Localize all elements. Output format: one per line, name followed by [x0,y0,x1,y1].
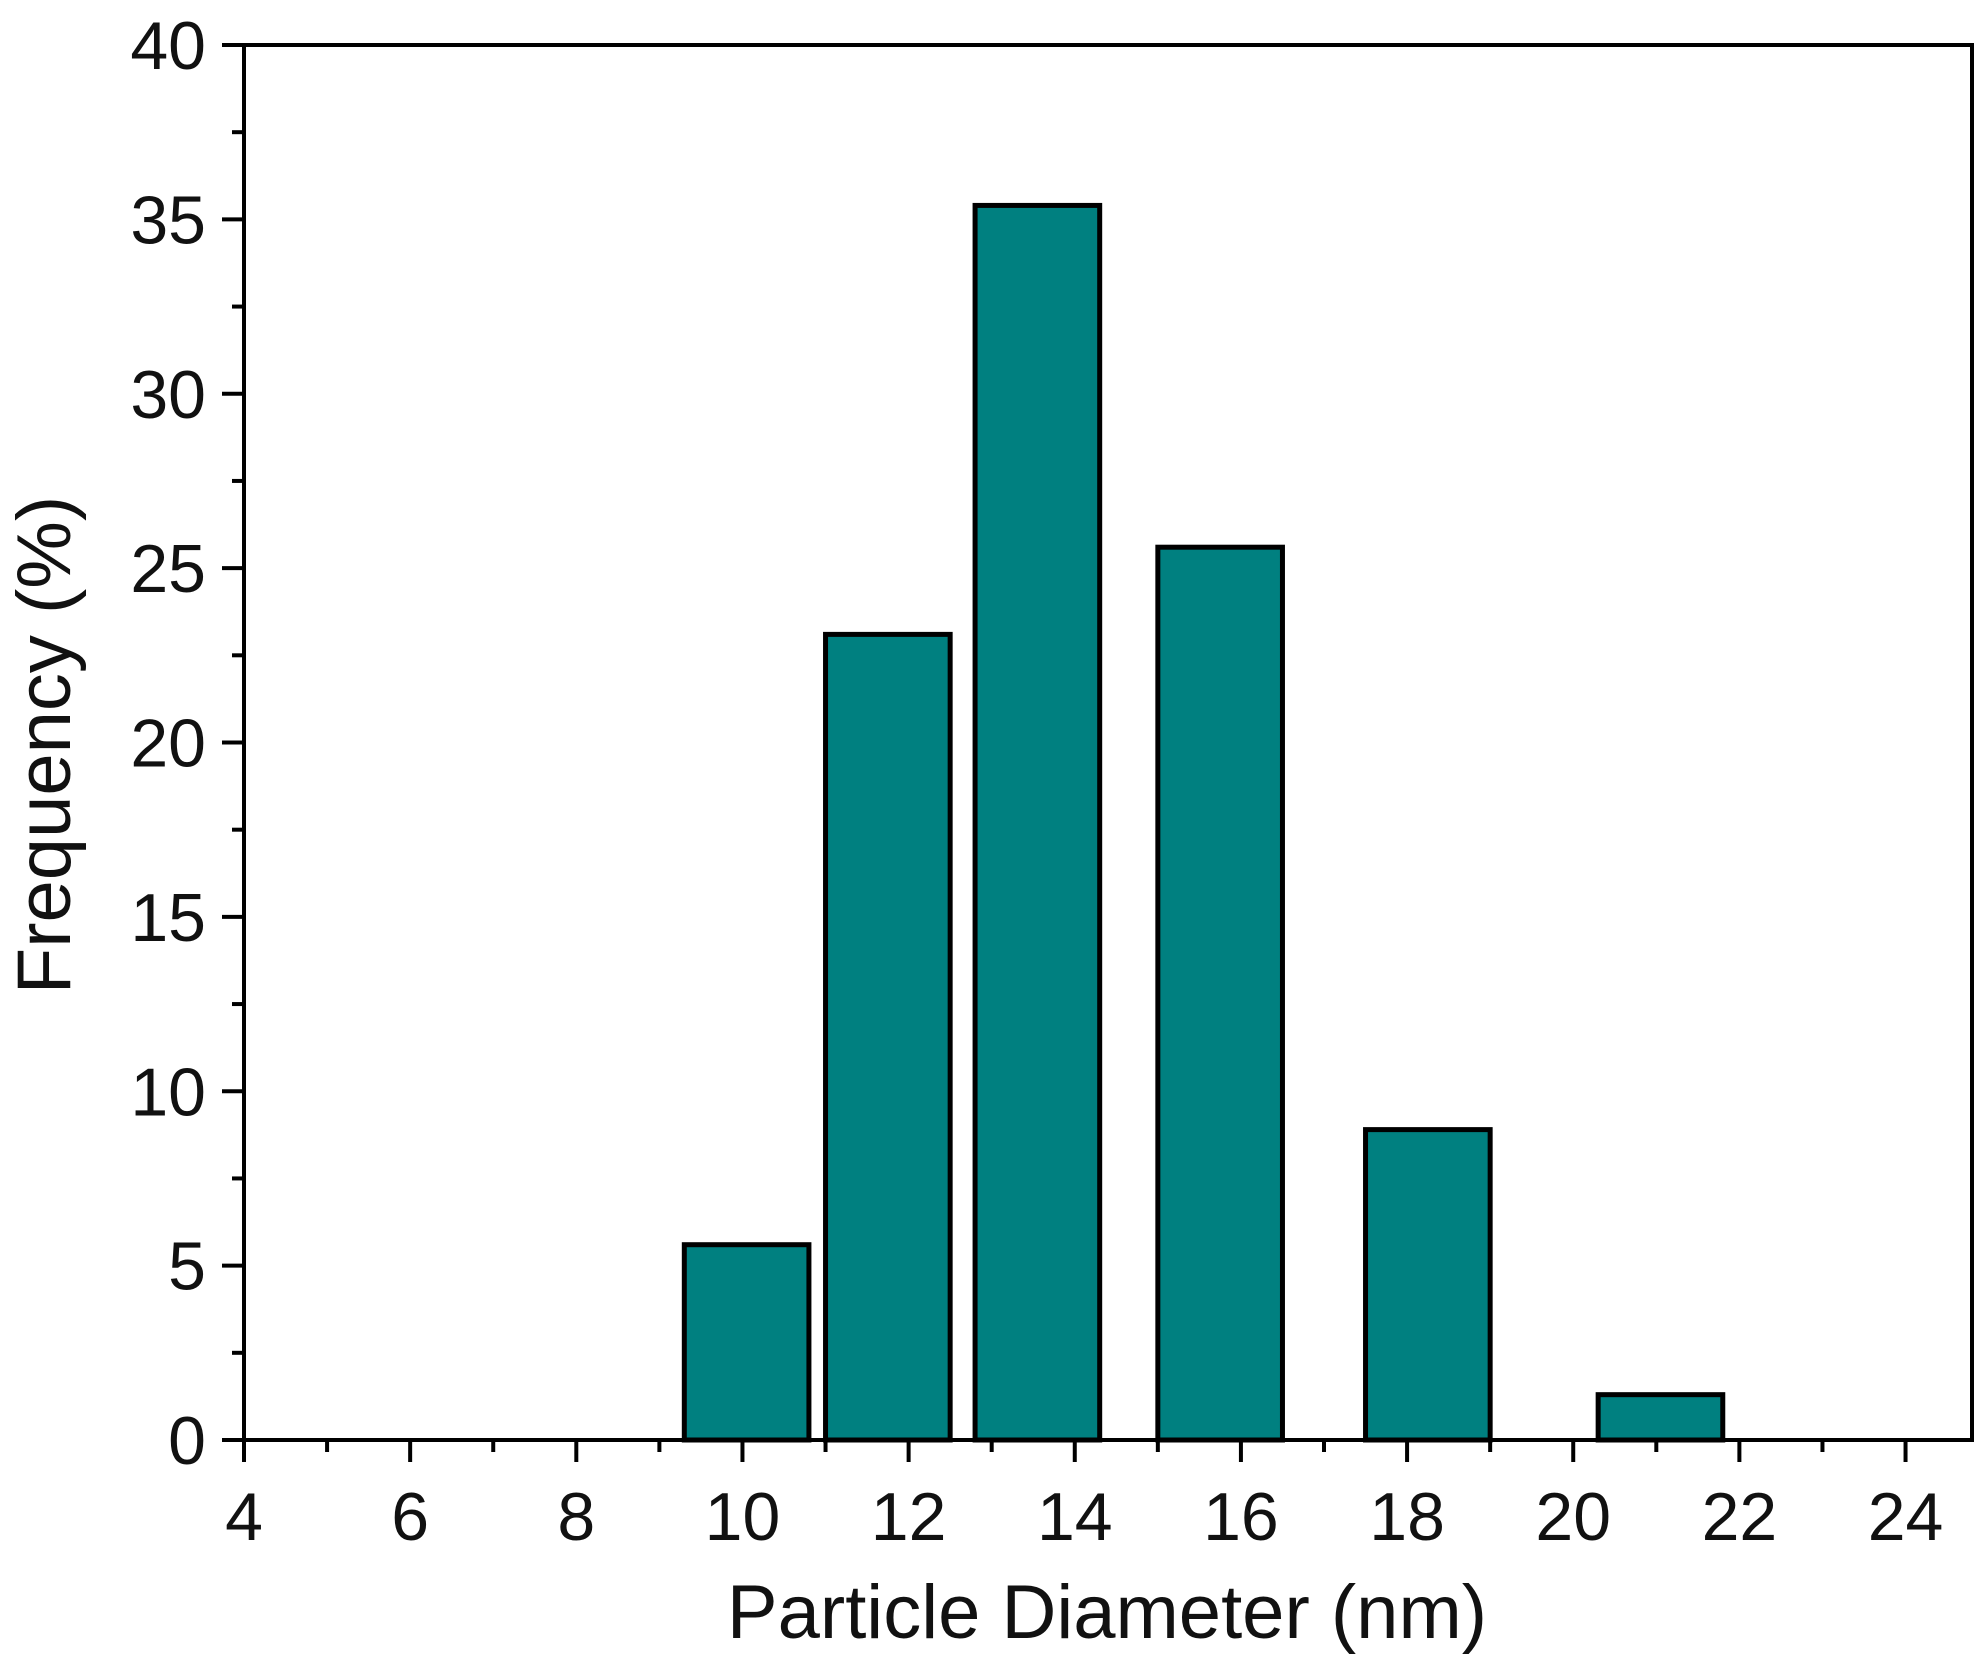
x-axis-label: Particle Diameter (nm) [727,1570,1487,1655]
y-tick-label: 35 [130,182,206,258]
x-axis: 4 6 8 10 12 14 16 18 20 22 24 [225,1440,1943,1555]
bar-0 [681,1242,812,1443]
plot-frame [242,43,1974,1442]
y-tick-label: 15 [130,880,206,956]
y-tick-label: 20 [130,706,206,782]
x-tick-label: 6 [391,1479,429,1555]
y-tick-label: 25 [130,531,206,607]
x-tick-label: 8 [557,1479,595,1555]
bar-4 [1363,1127,1493,1443]
bar-5 [1595,1392,1726,1443]
bar-group [681,202,1726,1443]
bar-3 [1155,544,1285,1443]
x-tick-label: 20 [1535,1479,1611,1555]
x-tick-label: 16 [1203,1479,1279,1555]
bar-1 [823,631,953,1443]
y-tick-label: 40 [130,8,206,84]
y-axis: 0 5 10 15 20 25 30 35 40 [130,8,244,1479]
axes-frame [242,43,1974,1442]
y-tick-label: 10 [130,1054,206,1130]
x-tick-label: 18 [1369,1479,1445,1555]
x-tick-label: 4 [225,1479,263,1555]
x-tick-label: 24 [1868,1479,1944,1555]
y-tick-label: 30 [130,357,206,433]
x-tick-label: 12 [871,1479,947,1555]
x-tick-label: 22 [1702,1479,1778,1555]
x-tick-label: 14 [1037,1479,1113,1555]
y-tick-label: 5 [168,1229,206,1305]
y-tick-label: 0 [168,1403,206,1479]
x-tick-label: 10 [705,1479,781,1555]
bar-2 [972,202,1103,1443]
y-axis-label: Frequency (%) [2,496,87,994]
